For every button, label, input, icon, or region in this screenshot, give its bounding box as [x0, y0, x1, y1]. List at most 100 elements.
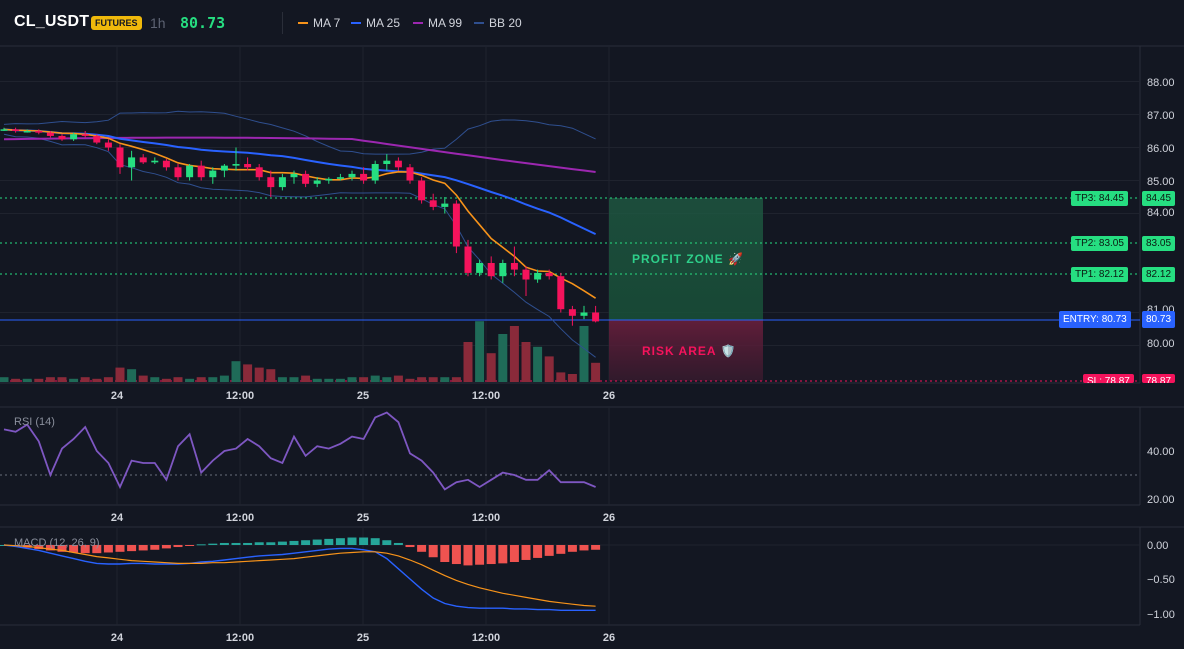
candle-body[interactable]: [476, 263, 484, 273]
tp2-left-tag: TP2: 83.05: [1071, 236, 1128, 251]
candle-body[interactable]: [174, 167, 182, 178]
candle-body[interactable]: [487, 263, 495, 277]
candle-body[interactable]: [23, 131, 31, 133]
candle-body[interactable]: [429, 200, 437, 207]
candle-body[interactable]: [46, 132, 54, 136]
candle-body[interactable]: [93, 135, 101, 143]
candle-body[interactable]: [104, 142, 112, 148]
volume-bar: [243, 364, 253, 382]
candle-body[interactable]: [244, 164, 252, 168]
candle-body[interactable]: [464, 246, 472, 273]
candle-body[interactable]: [568, 309, 576, 316]
candle-body[interactable]: [348, 173, 356, 178]
candle-body[interactable]: [313, 180, 321, 184]
legend-bb20[interactable]: BB 20: [474, 16, 522, 30]
macd-plot: [0, 537, 601, 611]
candle-body[interactable]: [592, 312, 600, 322]
candle-body[interactable]: [360, 173, 368, 181]
macd-hist-bar: [579, 545, 589, 551]
macd-hist-bar: [161, 545, 171, 549]
volume-bar: [463, 342, 473, 382]
candle-body[interactable]: [81, 134, 89, 136]
macd-hist-bar: [370, 538, 380, 545]
candle-body[interactable]: [255, 167, 263, 178]
last-price: 80.73: [180, 14, 226, 32]
timeframe-label[interactable]: 1h: [150, 15, 166, 31]
candle-body[interactable]: [220, 165, 228, 171]
candle-body[interactable]: [522, 269, 530, 280]
macd-hist-bar: [45, 545, 55, 551]
rsi-time-label-1200b: 12:00: [472, 512, 500, 524]
candle-body[interactable]: [116, 147, 124, 168]
candle-body[interactable]: [70, 134, 78, 140]
candle-body[interactable]: [35, 131, 43, 133]
volume-bar: [231, 361, 241, 382]
candle-body[interactable]: [580, 312, 588, 316]
candle-body[interactable]: [186, 165, 194, 178]
macd-hist-bar: [440, 545, 450, 562]
time-label-25: 25: [357, 390, 369, 402]
candle-body[interactable]: [441, 203, 449, 207]
volume-bar: [393, 375, 403, 382]
legend-ma25-label: MA 25: [366, 16, 401, 30]
volume-bar: [567, 374, 577, 382]
volume-bar: [22, 378, 32, 382]
candle-body[interactable]: [406, 167, 414, 181]
volume-bar: [115, 367, 125, 382]
macd-hist-bar: [393, 542, 403, 545]
candle-body[interactable]: [418, 180, 426, 201]
macd-tick-neg1: −1.00: [1147, 609, 1175, 621]
candle-body[interactable]: [209, 170, 217, 178]
candle-body[interactable]: [290, 173, 298, 178]
candle-body[interactable]: [510, 263, 518, 270]
candle-body[interactable]: [534, 272, 542, 280]
candle-body[interactable]: [499, 263, 507, 277]
volume-bar: [405, 378, 415, 382]
macd-hist-bar: [509, 545, 519, 562]
candlesticks[interactable]: [0, 127, 600, 326]
macd-hist-bar: [463, 545, 473, 566]
candle-body[interactable]: [302, 173, 310, 184]
grid-lines: [0, 47, 1140, 625]
rsi-tick-40: 40.00: [1147, 446, 1175, 458]
macd-hist-bar: [69, 545, 79, 553]
volume-bar: [370, 375, 380, 382]
volume-bar: [312, 378, 322, 382]
candle-body[interactable]: [557, 276, 565, 310]
candle-body[interactable]: [267, 177, 275, 188]
macd-hist-bar: [92, 545, 102, 554]
candle-body[interactable]: [394, 160, 402, 168]
macd-hist-bar: [382, 540, 392, 545]
candle-body[interactable]: [325, 178, 333, 181]
candle-body[interactable]: [0, 129, 8, 131]
candle-body[interactable]: [139, 157, 147, 163]
candle-body[interactable]: [545, 272, 553, 277]
candle-body[interactable]: [278, 177, 286, 188]
volume-bars: [0, 321, 601, 382]
candle-body[interactable]: [58, 135, 66, 140]
candle-body[interactable]: [12, 129, 20, 131]
candle-body[interactable]: [197, 165, 205, 178]
legend-ma99[interactable]: MA 99: [413, 16, 462, 30]
bb20-swatch-icon: [474, 22, 484, 24]
volume-bar: [556, 372, 566, 382]
risk-zone[interactable]: [609, 320, 763, 381]
macd-hist-bar: [34, 545, 44, 550]
candle-body[interactable]: [151, 160, 159, 163]
legend-ma25[interactable]: MA 25: [351, 16, 400, 30]
candle-body[interactable]: [371, 164, 379, 181]
candle-body[interactable]: [162, 160, 170, 168]
symbol-name[interactable]: CL_USDT: [14, 13, 90, 30]
volume-bar: [277, 377, 287, 382]
volume-bar: [45, 377, 55, 382]
candle-body[interactable]: [452, 203, 460, 247]
candle-body[interactable]: [128, 157, 136, 168]
profit-zone[interactable]: [609, 198, 763, 320]
candle-body[interactable]: [232, 164, 240, 166]
volume-bar: [196, 377, 206, 382]
candle-body[interactable]: [383, 160, 391, 164]
macd-hist-bar: [185, 545, 195, 546]
candle-body[interactable]: [336, 177, 344, 179]
legend-ma7[interactable]: MA 7: [298, 16, 340, 30]
